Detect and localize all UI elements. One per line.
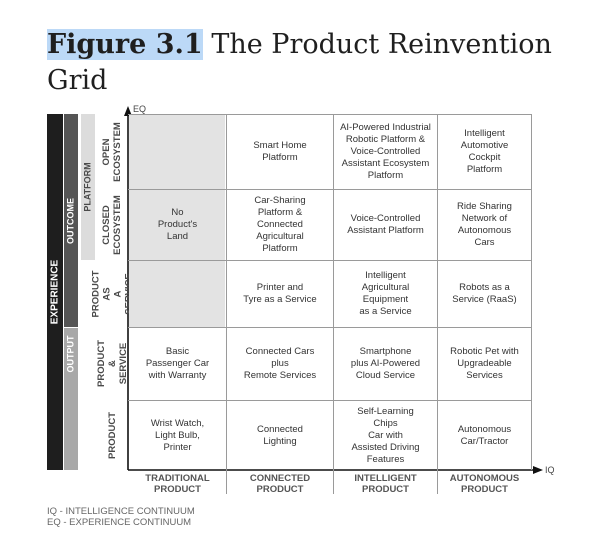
col-label-autonomous: AUTONOMOUS PRODUCT	[449, 473, 520, 495]
legend-iq: IQ - INTELLIGENCE CONTINUUM	[47, 506, 195, 517]
legend-eq: EQ - EXPERIENCE CONTINUUM	[47, 517, 192, 528]
grid-row-line	[128, 260, 532, 261]
cell-open-ecosystem-connected: Smart Home Platform	[253, 140, 307, 163]
output-bar: OUTPUT	[64, 328, 78, 470]
platform-label: PLATFORM	[82, 162, 93, 212]
cell-no-products-land: No Product's Land	[157, 207, 198, 242]
cell-product-connected: Connected Lighting	[257, 423, 303, 447]
cell-product-autonomous: Autonomous Car/Tractor	[457, 423, 512, 447]
cell-closed-ecosystem-autonomous: Ride Sharing Network of Autonomous Cars	[457, 201, 512, 248]
figure-title-text: The Product Reinvention Grid	[47, 29, 552, 96]
row-label-closed-ecosystem: CLOSED ECOSYSTEM	[101, 194, 123, 255]
cell-open-ecosystem-autonomous: Intelligent Automotive Cockpit Platform	[460, 128, 509, 175]
cell-closed-ecosystem-intelligent: Voice-Controlled Assistant Platform	[347, 213, 424, 236]
cell-open-ecosystem-intelligent: AI-Powered Industrial Robotic Platform &…	[340, 122, 431, 181]
col-label-traditional: TRADITIONAL PRODUCT	[145, 473, 210, 495]
col-label-intelligent: INTELLIGENT PRODUCT	[354, 473, 417, 495]
figure-title: Figure 3.1 The Product Reinvention Grid	[47, 27, 567, 99]
figure-label: Figure 3.1	[47, 29, 203, 60]
y-axis-label: EQ	[133, 104, 147, 114]
experience-bar: EXPERIENCE	[47, 114, 63, 470]
cell-product-intelligent: Self-Learning Chips Car with Assisted Dr…	[351, 405, 420, 465]
cell-product-service-autonomous: Robotic Pet with Upgradeable Services	[450, 346, 519, 381]
x-axis-arrow	[533, 466, 543, 474]
grid-row-line	[128, 400, 532, 401]
grid-row-line	[128, 327, 532, 328]
cell-paas-autonomous: Robots as a Service (RaaS)	[452, 282, 517, 305]
outcome-bar: OUTCOME	[64, 114, 78, 327]
cell-paas-connected: Printer and Tyre as a Service	[243, 282, 317, 305]
grid-row-line	[128, 189, 532, 190]
row-label-product-as-a-service: PRODUCT AS A SERVICE	[90, 270, 134, 317]
grid-col-line	[437, 114, 438, 494]
cell-product-service-traditional: Basic Passenger Car with Warranty	[145, 346, 210, 381]
experience-label: EXPERIENCE	[49, 259, 61, 325]
grid-top-line	[128, 114, 532, 115]
x-axis-label: IQ	[545, 465, 555, 475]
row-label-open-ecosystem: OPEN ECOSYSTEM	[101, 121, 123, 182]
y-axis-arrow	[124, 106, 132, 116]
platform-bar: PLATFORM	[81, 114, 95, 260]
col-label-connected: CONNECTED PRODUCT	[249, 473, 311, 495]
grid-col-line	[333, 114, 334, 494]
cell-product-service-intelligent: Smartphone plus AI-Powered Cloud Service	[350, 346, 421, 381]
no-products-land-region	[129, 114, 225, 327]
output-label: OUTPUT	[65, 335, 76, 373]
row-label-product-and-service: PRODUCT & SERVICE	[95, 340, 129, 387]
outcome-label: OUTCOME	[65, 197, 76, 244]
grid-col-line	[226, 114, 227, 494]
cell-product-traditional: Wrist Watch, Light Bulb, Printer	[150, 417, 205, 453]
cell-paas-intelligent: Intelligent Agricultural Equipment as a …	[359, 270, 412, 317]
cell-closed-ecosystem-connected: Car-Sharing Platform & Connected Agricul…	[254, 195, 306, 254]
cell-product-service-connected: Connected Cars plus Remote Services	[243, 346, 317, 381]
grid-right-line	[531, 114, 532, 470]
row-label-product: PRODUCT	[106, 411, 118, 459]
